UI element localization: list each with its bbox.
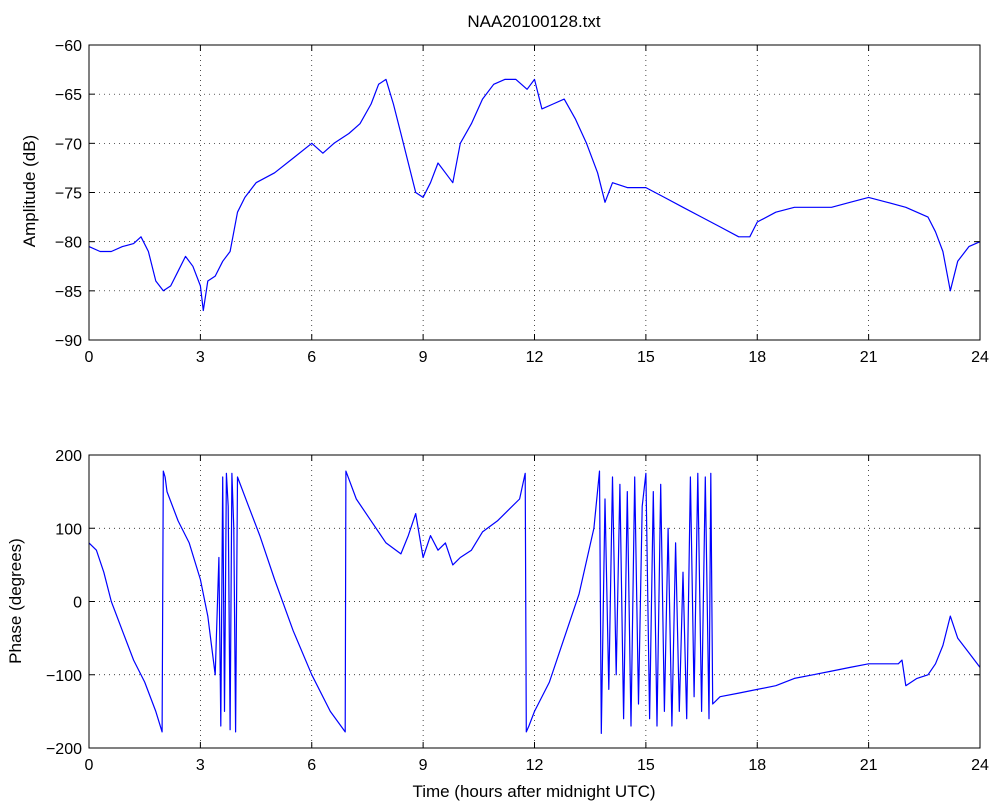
phase-series-line	[88, 470, 981, 735]
phase-y-tick-label: 200	[55, 448, 82, 465]
phase-plot: 0 3 6 9 12 15 18 21 24 −200 −100 0 100 200	[46, 448, 989, 774]
amplitude-y-tick-label: −60	[55, 38, 82, 55]
amplitude-y-tick-label: −65	[55, 87, 82, 104]
amplitude-x-tick-label: 6	[307, 349, 316, 366]
phase-x-tick-label: 24	[971, 757, 989, 774]
phase-x-tick-label: 18	[748, 757, 766, 774]
amplitude-x-tick-label: 21	[860, 349, 878, 366]
amplitude-plot: 0 3 6 9 12 15 18 21 24 −90 −85 −80 −75 −70 −65 −60	[55, 38, 989, 366]
amplitude-x-tick-label: 9	[419, 349, 428, 366]
phase-y-tick-label: 0	[73, 595, 82, 612]
amplitude-x-tick-label: 15	[637, 349, 655, 366]
amplitude-y-tick-label: −85	[55, 284, 82, 301]
amplitude-series-line	[88, 78, 981, 312]
amplitude-y-tick-label: −80	[55, 235, 82, 252]
amplitude-y-axis-label: Amplitude (dB)	[20, 135, 39, 247]
amplitude-y-tick-label: −90	[55, 333, 82, 350]
amplitude-x-tick-label: 24	[971, 349, 989, 366]
amplitude-y-tick-label: −70	[55, 136, 82, 153]
amplitude-x-tick-label: 0	[85, 349, 94, 366]
phase-x-tick-label: 9	[419, 757, 428, 774]
phase-x-axis-label: Time (hours after midnight UTC)	[412, 782, 655, 801]
phase-x-tick-label: 3	[196, 757, 205, 774]
amplitude-x-tick-label: 12	[526, 349, 544, 366]
chart-title: NAA20100128.txt	[467, 12, 601, 31]
phase-x-tick-label: 6	[307, 757, 316, 774]
amplitude-x-tick-label: 3	[196, 349, 205, 366]
amplitude-x-tick-label: 18	[748, 349, 766, 366]
phase-y-tick-label: −100	[46, 668, 82, 685]
phase-x-tick-label: 21	[860, 757, 878, 774]
phase-x-tick-label: 12	[526, 757, 544, 774]
phase-y-tick-label: 100	[55, 521, 82, 538]
phase-x-tick-label: 0	[85, 757, 94, 774]
phase-x-tick-label: 15	[637, 757, 655, 774]
amplitude-y-tick-label: −75	[55, 186, 82, 203]
phase-y-tick-label: −200	[46, 741, 82, 758]
phase-y-axis-label: Phase (degrees)	[6, 538, 25, 664]
